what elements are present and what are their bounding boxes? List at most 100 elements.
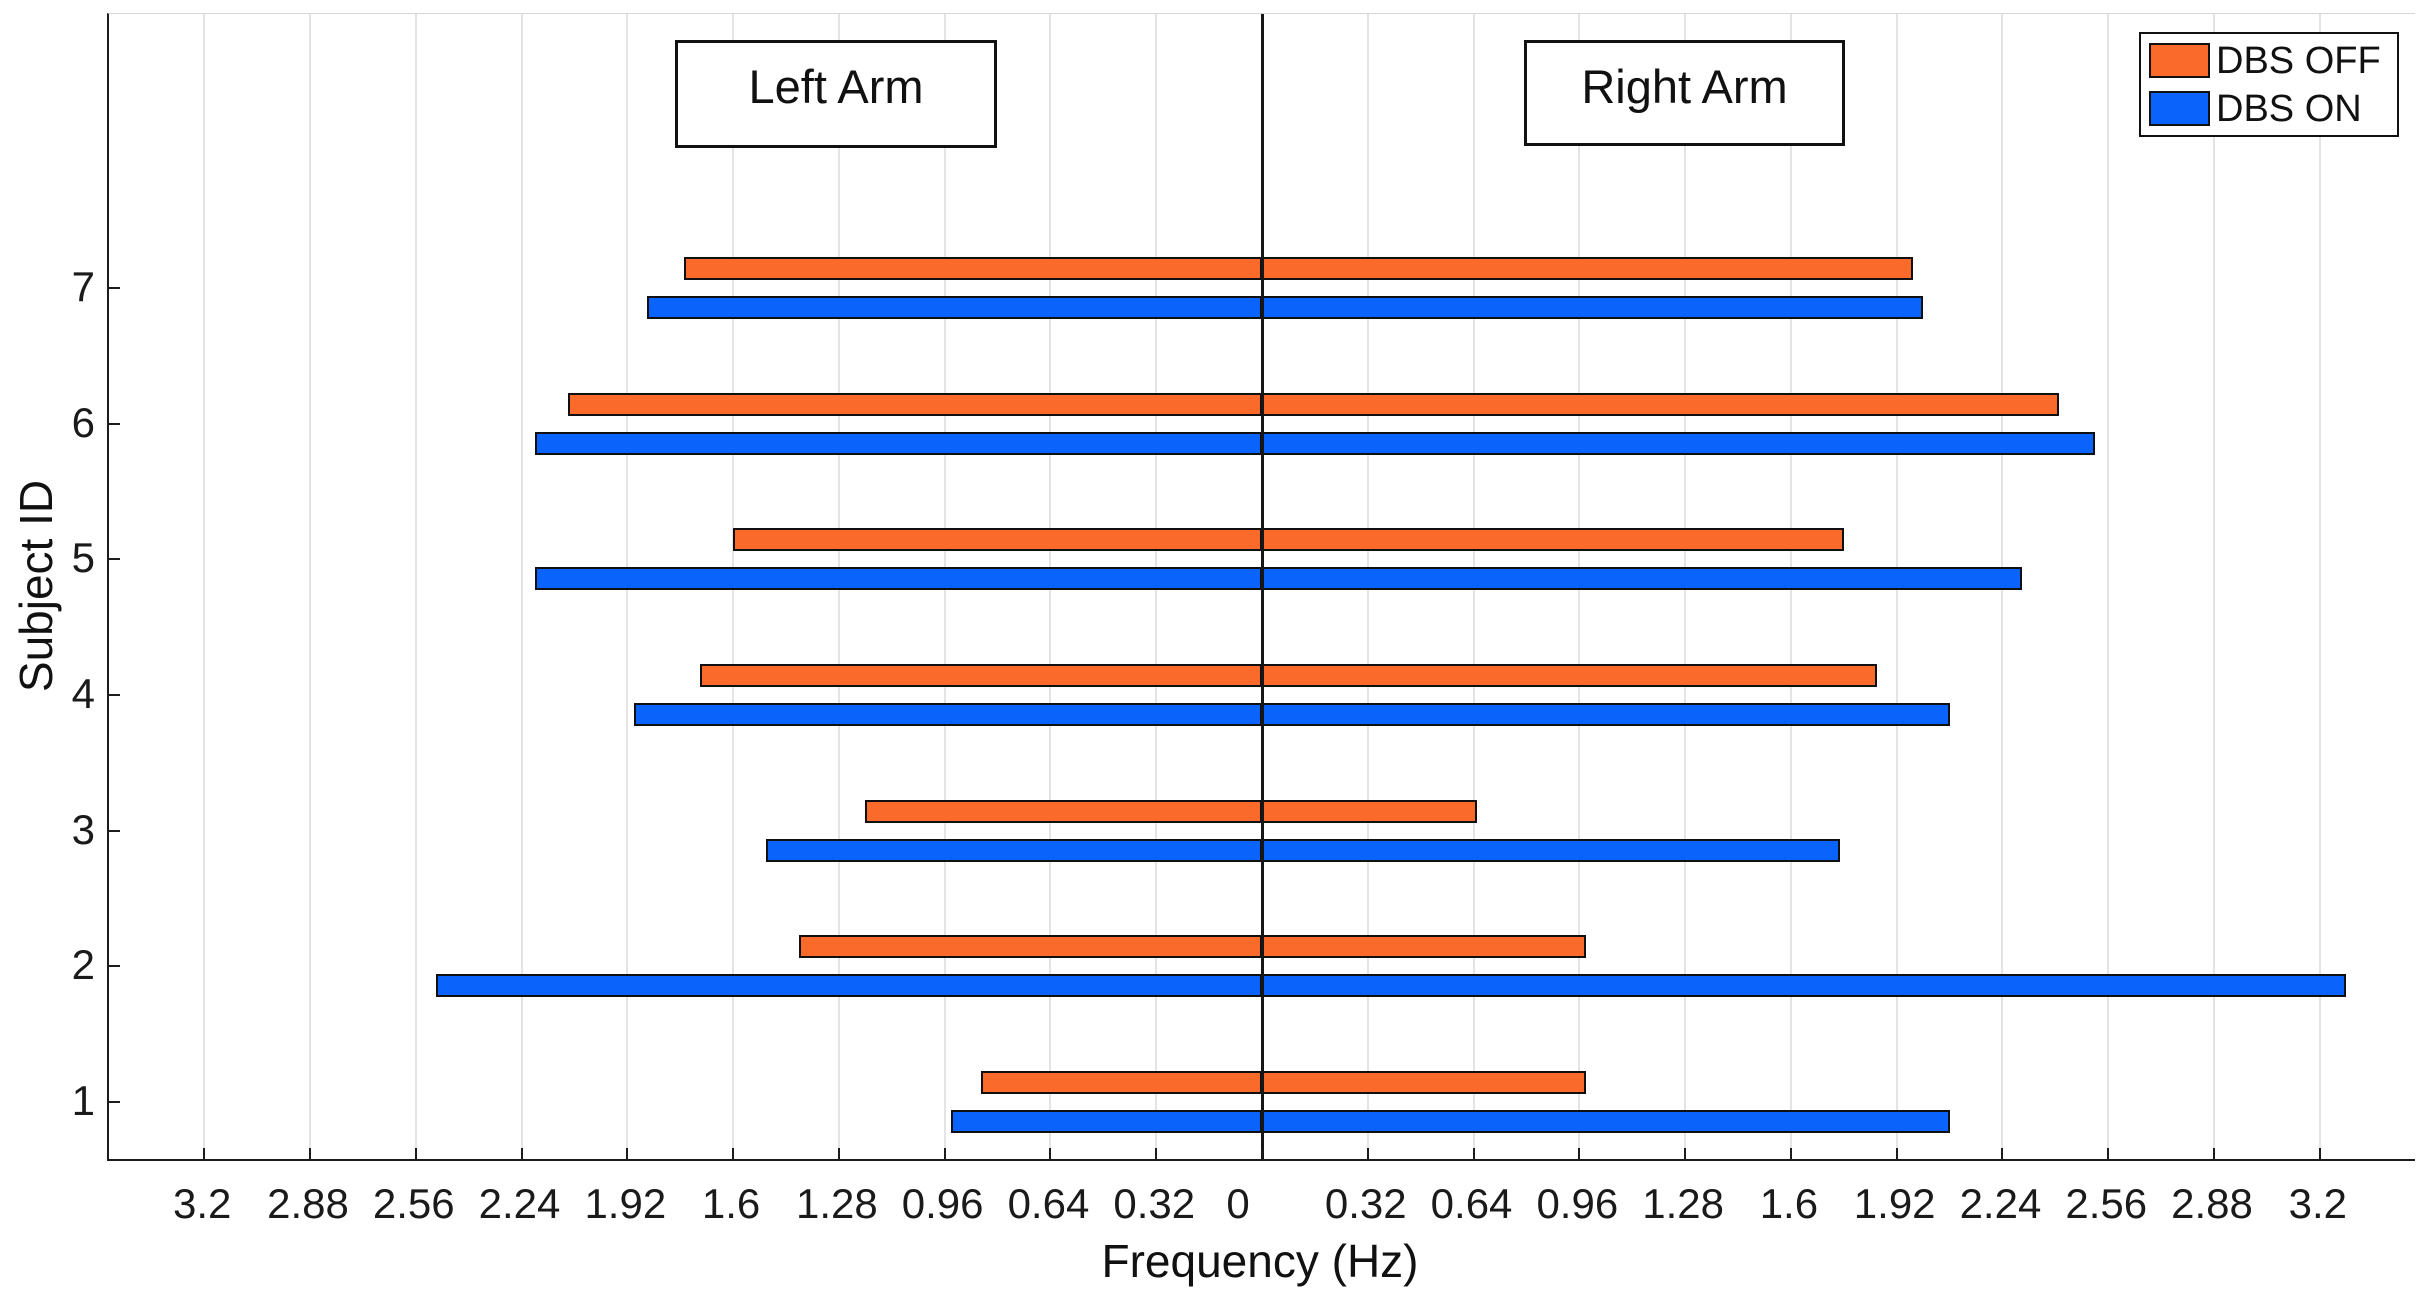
bar-subject4-right-arm-dbs-on	[1262, 703, 1950, 727]
x-tick-mark	[2213, 1148, 2216, 1159]
legend-item-dbs-off: DBS OFF	[2149, 42, 2391, 80]
y-axis-title: Subject ID	[10, 479, 62, 693]
x-tick-mark	[2318, 1148, 2321, 1159]
gridline	[308, 14, 311, 1159]
x-tick-mark	[1895, 1148, 1898, 1159]
x-tick-mark	[1578, 1148, 1581, 1159]
x-tick-label: 1.92	[1853, 1180, 1936, 1227]
bar-subject7-left-arm-dbs-off	[683, 257, 1262, 281]
y-tick-label: 7	[71, 263, 95, 311]
x-tick-label: 0.64	[1430, 1180, 1513, 1227]
x-tick-mark	[626, 1148, 629, 1159]
x-tick-label: 2.24	[478, 1180, 561, 1227]
y-tick-label: 2	[71, 941, 95, 989]
x-tick-mark	[1366, 1148, 1369, 1159]
bar-subject5-left-arm-dbs-off	[733, 528, 1262, 552]
x-tick-label: 0	[1226, 1180, 1250, 1227]
x-tick-label: 2.24	[1959, 1180, 2042, 1227]
y-tick-mark	[109, 287, 120, 290]
bar-subject7-right-arm-dbs-off	[1262, 257, 1914, 281]
legend-label-dbs-off: DBS OFF	[2216, 39, 2381, 82]
x-tick-label: 1.28	[1642, 1180, 1724, 1227]
bar-subject6-right-arm-dbs-off	[1262, 392, 2059, 416]
bar-subject1-left-arm-dbs-off	[981, 1071, 1262, 1095]
y-tick-label: 1	[71, 1077, 95, 1125]
gridline	[2213, 14, 2216, 1159]
x-tick-mark	[1789, 1148, 1792, 1159]
x-tick-mark	[732, 1148, 735, 1159]
y-tick-label: 6	[71, 398, 95, 446]
x-tick-mark	[414, 1148, 417, 1159]
x-tick-label: 2.56	[372, 1180, 455, 1227]
x-tick-mark	[520, 1148, 523, 1159]
x-tick-label: 1.6	[1759, 1180, 1819, 1227]
bar-subject5-left-arm-dbs-on	[534, 567, 1262, 591]
legend: DBS OFF DBS ON	[2139, 32, 2399, 137]
y-tick-mark	[109, 829, 120, 832]
legend-swatch-dbs-off	[2149, 43, 2210, 78]
bar-subject2-right-arm-dbs-off	[1262, 935, 1586, 959]
y-tick-label: 4	[71, 670, 95, 718]
bar-subject4-left-arm-dbs-off	[700, 664, 1262, 688]
legend-swatch-dbs-on	[2149, 91, 2210, 126]
right-arm-label-box: Right Arm	[1524, 40, 1845, 146]
y-tick-label: 3	[71, 805, 95, 853]
bar-subject3-right-arm-dbs-off	[1262, 799, 1477, 823]
x-tick-mark	[1472, 1148, 1475, 1159]
left-arm-label-box: Left Arm	[675, 40, 997, 148]
bar-subject5-right-arm-dbs-on	[1262, 567, 2023, 591]
x-tick-mark	[2107, 1148, 2110, 1159]
x-tick-mark	[943, 1148, 946, 1159]
x-tick-label: 2.88	[267, 1180, 349, 1227]
bar-subject7-left-arm-dbs-on	[647, 296, 1262, 320]
x-tick-label: 0.64	[1007, 1180, 1090, 1227]
x-tick-label: 0.96	[1536, 1180, 1619, 1227]
bar-subject3-right-arm-dbs-on	[1262, 838, 1841, 862]
y-tick-mark	[109, 422, 120, 425]
gridline	[2318, 14, 2321, 1159]
y-tick-mark	[109, 965, 120, 968]
legend-label-dbs-on: DBS ON	[2216, 87, 2362, 130]
bar-subject1-right-arm-dbs-off	[1262, 1071, 1586, 1095]
x-tick-mark	[308, 1148, 311, 1159]
bar-subject1-right-arm-dbs-on	[1262, 1110, 1950, 1134]
x-tick-label: 1.28	[796, 1180, 878, 1227]
zero-reference-line	[1260, 14, 1264, 1159]
x-tick-label: 0.96	[901, 1180, 984, 1227]
y-tick-mark	[109, 558, 120, 561]
x-axis-title: Frequency (Hz)	[1101, 1235, 1419, 1287]
bar-subject4-left-arm-dbs-on	[633, 703, 1262, 727]
x-tick-label: 2.88	[2171, 1180, 2253, 1227]
x-tick-mark	[1155, 1148, 1158, 1159]
bar-subject2-left-arm-dbs-on	[435, 974, 1262, 998]
x-tick-mark	[2001, 1148, 2004, 1159]
x-tick-mark	[837, 1148, 840, 1159]
bar-subject6-left-arm-dbs-on	[534, 431, 1262, 455]
bar-subject1-left-arm-dbs-on	[951, 1110, 1262, 1134]
bar-subject3-left-arm-dbs-on	[766, 838, 1262, 862]
x-tick-label: 2.56	[2065, 1180, 2148, 1227]
bar-subject2-right-arm-dbs-on	[1262, 974, 2347, 998]
x-tick-label: 0.32	[1324, 1180, 1407, 1227]
bar-subject5-right-arm-dbs-off	[1262, 528, 1844, 552]
gridline	[2107, 14, 2110, 1159]
y-tick-mark	[109, 694, 120, 697]
y-tick-label: 5	[71, 534, 95, 582]
x-tick-label: 3.2	[2288, 1180, 2347, 1227]
y-tick-mark	[109, 1101, 120, 1104]
x-tick-label: 3.2	[172, 1180, 232, 1227]
gridline	[203, 14, 206, 1159]
bar-subject3-left-arm-dbs-off	[865, 799, 1262, 823]
x-tick-label: 0.32	[1113, 1180, 1196, 1227]
bar-subject6-right-arm-dbs-on	[1262, 431, 2096, 455]
right-arm-label: Right Arm	[1581, 60, 1788, 113]
bar-subject7-right-arm-dbs-on	[1262, 296, 1924, 320]
x-tick-mark	[1049, 1148, 1052, 1159]
bar-subject4-right-arm-dbs-off	[1262, 664, 1877, 688]
x-tick-mark	[203, 1148, 206, 1159]
plot-area: Left Arm Right Arm DBS OFF DBS ON	[107, 13, 2415, 1161]
x-tick-mark	[1261, 1148, 1263, 1159]
x-tick-mark	[1684, 1148, 1687, 1159]
x-tick-label: 1.6	[701, 1180, 761, 1227]
